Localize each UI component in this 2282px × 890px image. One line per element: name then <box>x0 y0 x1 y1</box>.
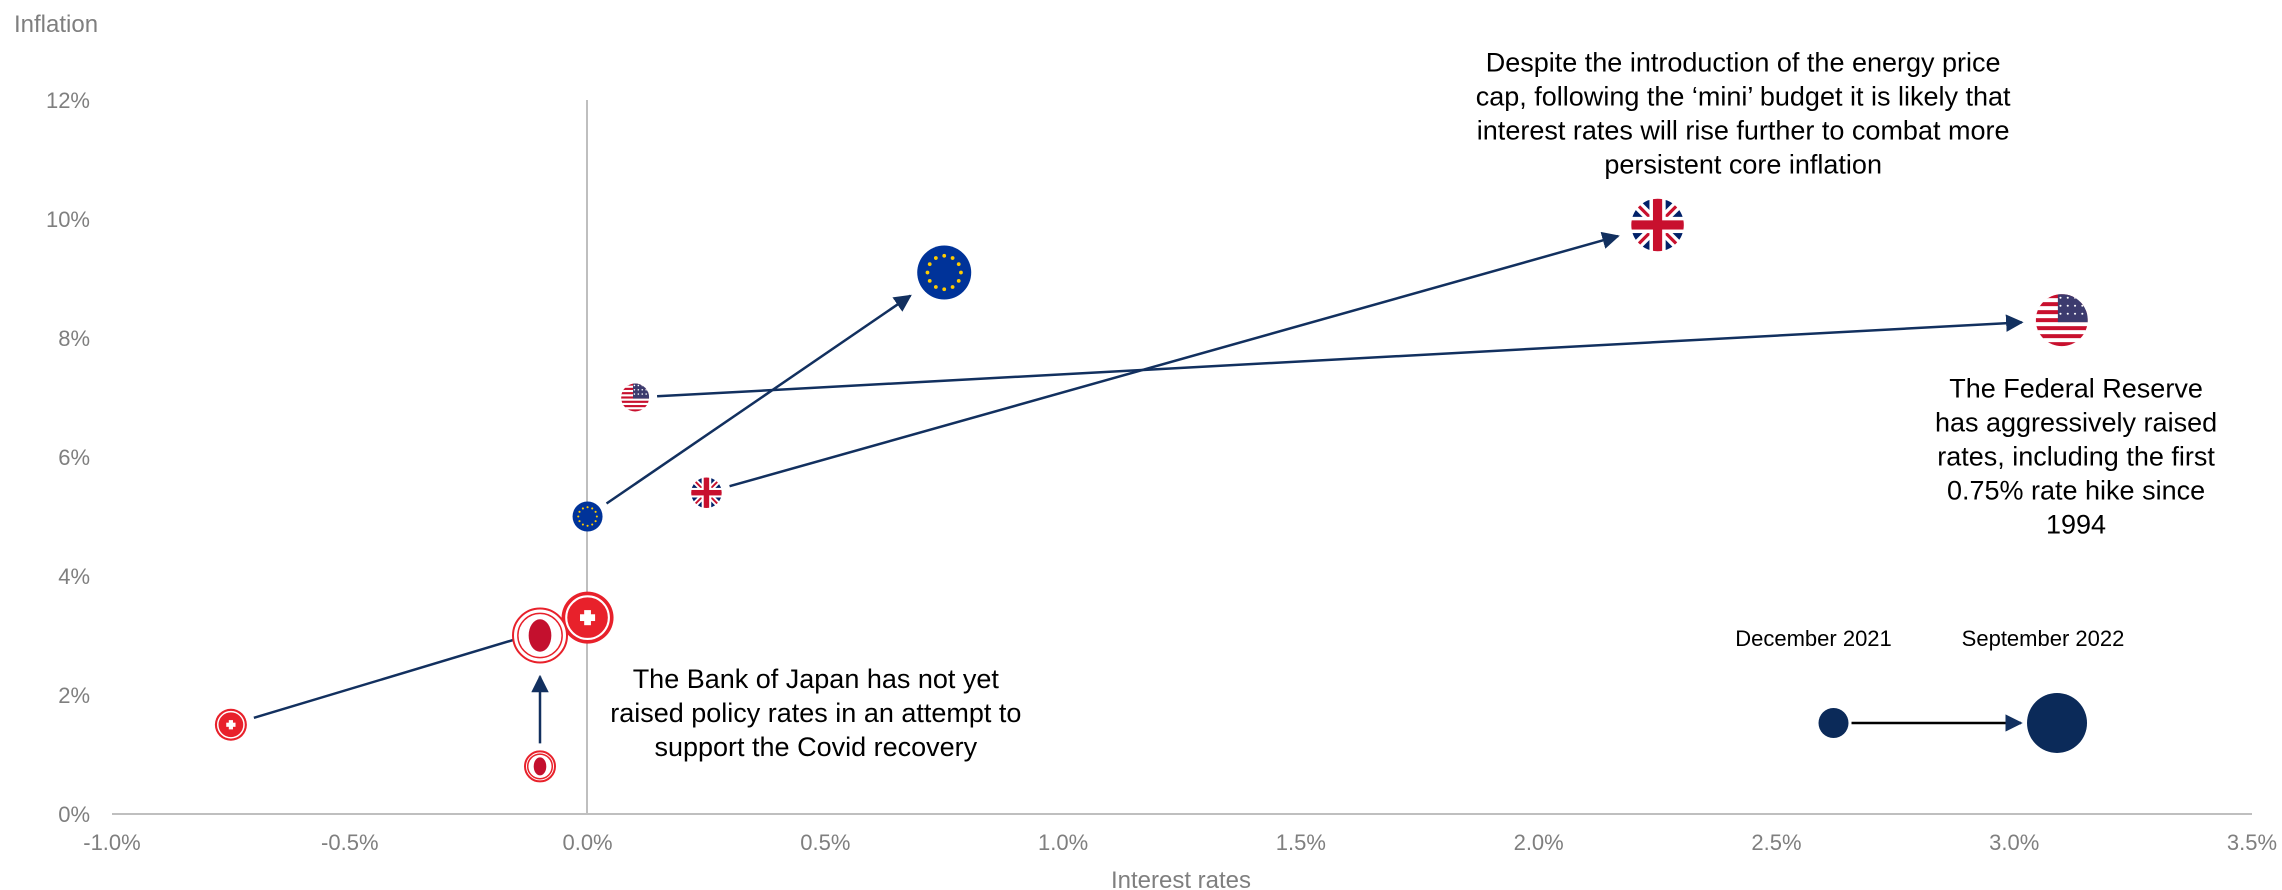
us-flag-icon <box>2035 294 2088 347</box>
y-tick-label: 12% <box>46 88 90 113</box>
eu-flag-icon <box>572 501 603 532</box>
arrow-eu <box>605 294 912 505</box>
legend-end-label: September 2022 <box>1962 626 2125 651</box>
annotation-text: The Bank of Japan has not yet raised poli… <box>610 664 1021 762</box>
y-tick-label: 2% <box>58 683 90 708</box>
x-tick-label: 0.5% <box>800 830 850 855</box>
japan-flag-icon <box>524 750 556 783</box>
movement-arrows <box>253 231 2024 744</box>
legend: December 2021 September 2022 <box>1735 626 2124 753</box>
y-tick-label: 8% <box>58 326 90 351</box>
legend-end-marker <box>2027 692 2088 753</box>
y-tick-label: 4% <box>58 564 90 589</box>
x-tick-label: -0.5% <box>321 830 378 855</box>
x-tick-label: 0.0% <box>562 830 612 855</box>
y-tick-label: 0% <box>58 802 90 827</box>
y-axis-title: Inflation <box>14 11 98 38</box>
arrow-us <box>657 314 2024 398</box>
uk-flag-icon <box>1629 197 1686 253</box>
arrow-ch <box>253 625 551 720</box>
y-tick-label: 10% <box>46 207 90 232</box>
x-axis-title: Interest rates <box>1111 867 1251 890</box>
y-tick-label: 6% <box>58 445 90 470</box>
arrow-uk <box>729 231 1620 488</box>
x-tick-label: 1.5% <box>1276 830 1326 855</box>
flag-markers <box>214 197 2088 783</box>
legend-start-label: December 2021 <box>1735 626 1892 651</box>
eu-flag-icon <box>917 245 972 300</box>
x-tick-label: 2.5% <box>1751 830 1801 855</box>
y-tick-labels: 0% 2% 4% 6% 8% 10% 12% <box>46 88 90 827</box>
x-tick-label: 2.0% <box>1514 830 1564 855</box>
swiss-flag-icon <box>214 708 247 741</box>
swiss-flag-icon <box>561 591 614 644</box>
x-tick-label: 3.0% <box>1989 830 2039 855</box>
japan-flag-icon <box>512 607 568 664</box>
annotation-text: Despite the introduction of the energy p… <box>1476 47 2011 179</box>
x-tick-label: 3.5% <box>2227 830 2277 855</box>
uk-flag-icon <box>689 475 724 510</box>
x-tick-label: 1.0% <box>1038 830 1088 855</box>
us-flag-icon <box>621 383 650 412</box>
annotation-text: The Federal Reserve has aggressively rais… <box>1935 374 2217 540</box>
legend-start-marker <box>1818 707 1849 738</box>
x-tick-label: -1.0% <box>83 830 140 855</box>
annotations: Despite the introduction of the energy p… <box>610 47 2217 761</box>
x-tick-labels: -1.0% -0.5% 0.0% 0.5% 1.0% 1.5% 2.0% 2.5% 3.0% 3.… <box>83 830 2277 855</box>
